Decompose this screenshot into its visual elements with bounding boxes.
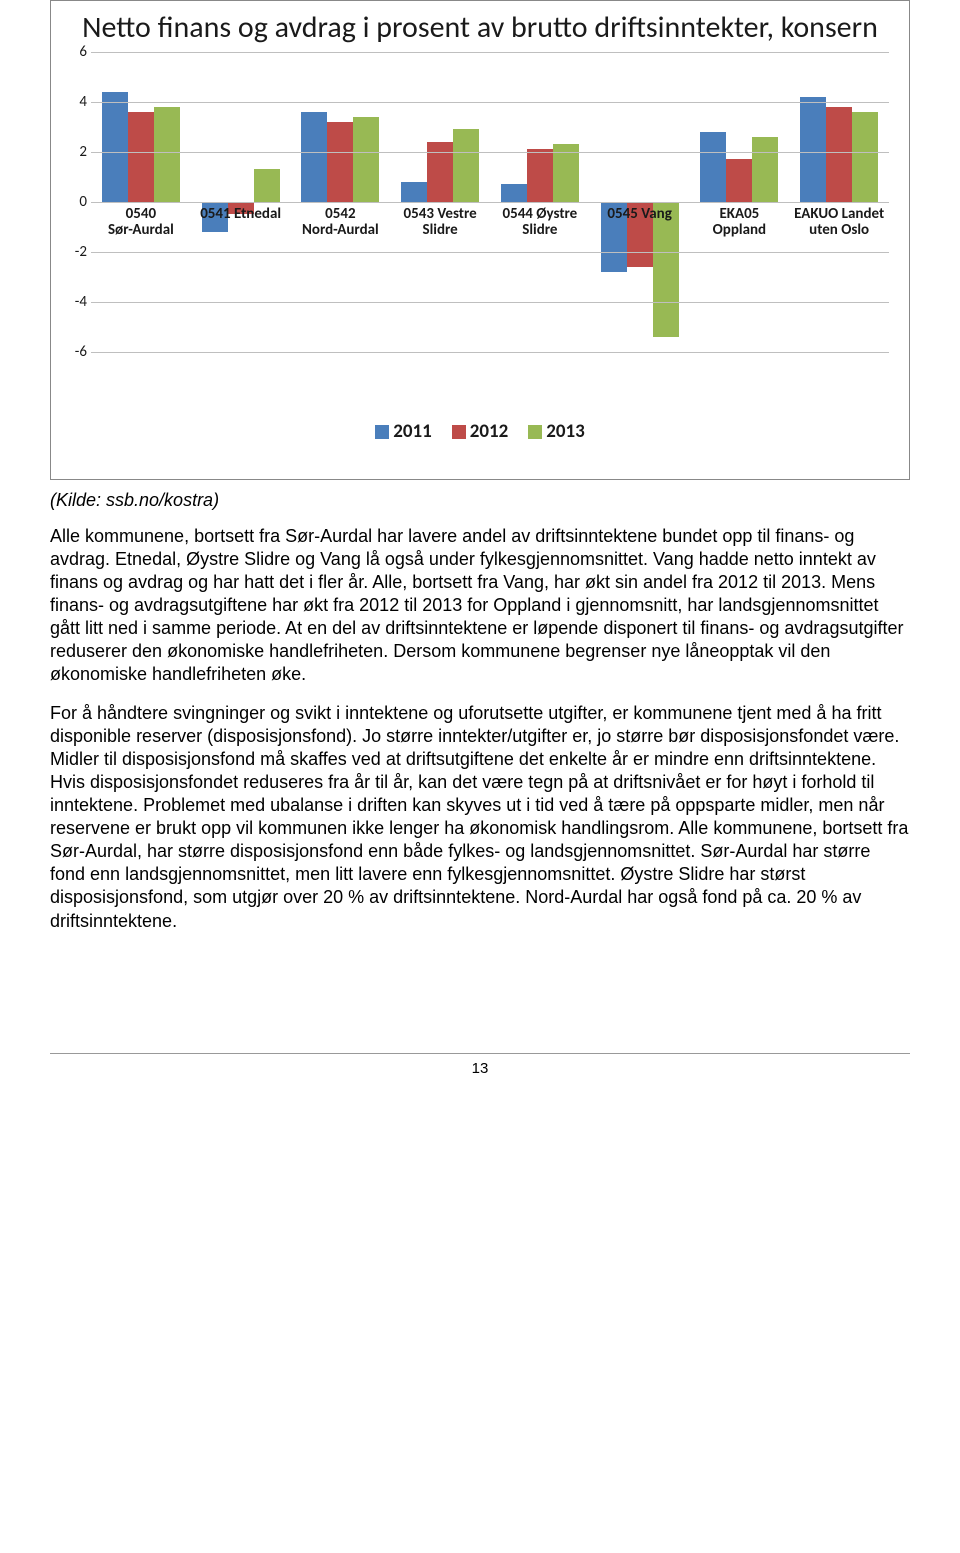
- bar: [254, 169, 280, 202]
- y-tick-label: 6: [65, 43, 87, 61]
- bar: [453, 129, 479, 202]
- bar: [752, 137, 778, 202]
- chart-container: Netto finans og avdrag i prosent av brut…: [50, 0, 910, 480]
- legend-item: 2013: [528, 420, 585, 443]
- bar: [327, 122, 353, 202]
- bar: [501, 184, 527, 202]
- gridline: [91, 102, 889, 103]
- bar: [128, 112, 154, 202]
- bar: [154, 107, 180, 202]
- bar: [852, 112, 878, 202]
- bar: [627, 202, 653, 267]
- bar: [427, 142, 453, 202]
- bar: [527, 149, 553, 202]
- chart-source: (Kilde: ssb.no/kostra): [50, 490, 910, 511]
- gridline: [91, 302, 889, 303]
- legend-item: 2011: [375, 420, 432, 443]
- legend-label: 2012: [470, 420, 509, 443]
- bar: [653, 202, 679, 337]
- chart-plot-area: -6-4-20246: [91, 52, 889, 352]
- y-tick-label: -6: [65, 343, 87, 361]
- legend-label: 2011: [393, 420, 432, 443]
- gridline: [91, 52, 889, 53]
- legend-item: 2012: [452, 420, 509, 443]
- chart-title: Netto finans og avdrag i prosent av brut…: [61, 11, 899, 46]
- paragraph-1: Alle kommunene, bortsett fra Sør-Aurdal …: [50, 525, 910, 686]
- bar: [826, 107, 852, 202]
- page-number: 13: [50, 1053, 910, 1077]
- legend-swatch: [375, 425, 389, 439]
- legend-swatch: [528, 425, 542, 439]
- bar: [228, 202, 254, 215]
- gridline: [91, 352, 889, 353]
- paragraph-2: For å håndtere svingninger og svikt i in…: [50, 702, 910, 932]
- bar: [601, 202, 627, 272]
- bar: [353, 117, 379, 202]
- gridline: [91, 202, 889, 203]
- bar: [301, 112, 327, 202]
- bar: [700, 132, 726, 202]
- y-tick-label: 2: [65, 143, 87, 161]
- y-tick-label: 0: [65, 193, 87, 211]
- bar: [553, 144, 579, 202]
- legend-swatch: [452, 425, 466, 439]
- gridline: [91, 252, 889, 253]
- bar: [726, 159, 752, 202]
- y-tick-label: -4: [65, 293, 87, 311]
- legend-label: 2013: [546, 420, 585, 443]
- chart-legend: 2011 2012 2013: [61, 420, 899, 443]
- bar: [800, 97, 826, 202]
- body-text: Alle kommunene, bortsett fra Sør-Aurdal …: [50, 525, 910, 933]
- gridline: [91, 152, 889, 153]
- bar: [102, 92, 128, 202]
- bar: [202, 202, 228, 232]
- y-tick-label: 4: [65, 93, 87, 111]
- y-tick-label: -2: [65, 243, 87, 261]
- bar: [401, 182, 427, 202]
